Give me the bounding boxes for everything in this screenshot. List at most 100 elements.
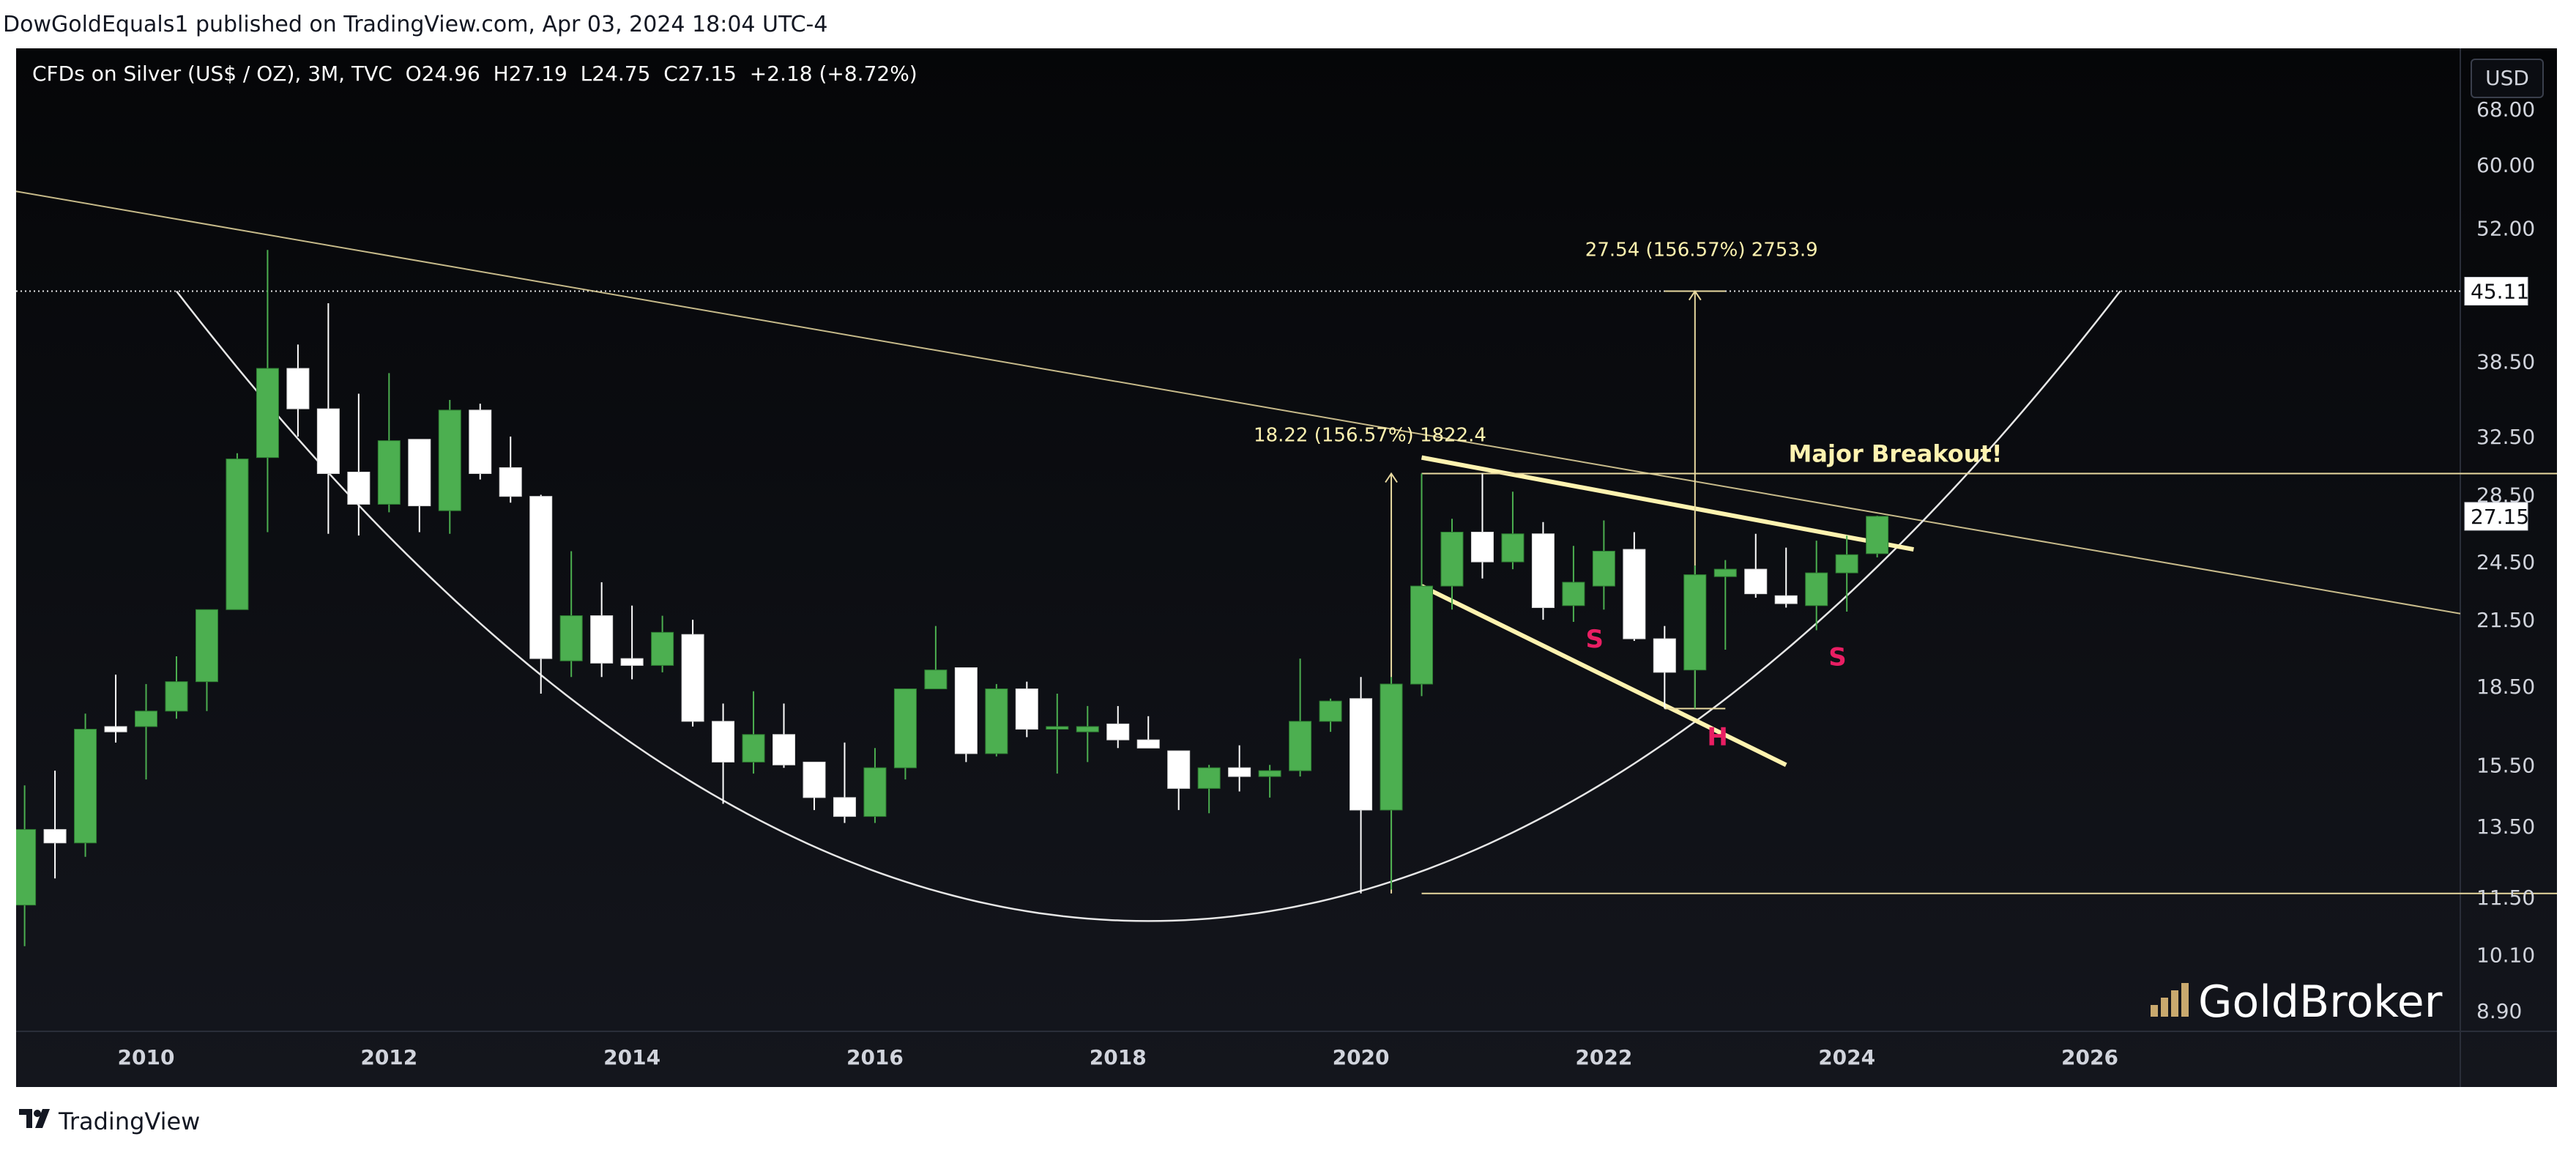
candle-body <box>226 459 249 610</box>
y-tick-label: 8.90 <box>2476 999 2522 1023</box>
candle-body <box>1683 574 1707 671</box>
y-tick-label: 21.50 <box>2476 608 2535 632</box>
goldbroker-bar-icon <box>2171 990 2178 1017</box>
candle-8 <box>256 250 279 533</box>
candle-61 <box>1866 516 1889 557</box>
candle-29 <box>893 688 917 780</box>
y-tick-label: 10.10 <box>2476 943 2535 968</box>
candle-46 <box>1410 473 1434 697</box>
candle-11 <box>347 393 371 536</box>
candle-48 <box>1470 473 1494 579</box>
candle-30 <box>924 626 948 689</box>
candle-body <box>256 368 279 459</box>
candle-37 <box>1136 716 1160 749</box>
right-shoulder-label: S <box>1828 642 1847 672</box>
candle-body <box>1197 767 1221 789</box>
candle-57 <box>1744 533 1768 598</box>
candle-54 <box>1653 626 1676 709</box>
candle-43 <box>1319 698 1342 732</box>
candle-5 <box>165 656 188 719</box>
y-tick-label: 52.00 <box>2476 216 2535 240</box>
chart-area[interactable]: 68.00 60.00 52.00 45.11 38.50 32.50 28.50 27.15… <box>16 48 2557 1087</box>
measure-right-label: 27.54 (156.57%) 2753.9 <box>1585 240 1818 261</box>
candle-body <box>1228 767 1251 777</box>
candle-22 <box>681 620 704 727</box>
candle-55 <box>1683 565 1707 709</box>
head-label: H <box>1707 723 1727 752</box>
legend-low: L24.75 <box>580 62 651 86</box>
candle-35 <box>1076 705 1099 763</box>
candle-body <box>924 669 948 689</box>
x-tick-label: 2026 <box>2061 1045 2118 1069</box>
cup-arc <box>176 290 2121 922</box>
candle-17 <box>529 494 553 694</box>
candle-body <box>1289 721 1312 771</box>
candle-body <box>803 761 826 798</box>
long-term-trendline <box>16 190 2461 615</box>
major-breakout-label: Major Breakout! <box>1789 440 2003 468</box>
candle-36 <box>1106 705 1130 749</box>
reference-price-label: 45.11 <box>2471 280 2529 304</box>
candle-body <box>1046 726 1069 730</box>
candle-body <box>286 368 310 409</box>
candle-16 <box>499 437 522 503</box>
candle-6 <box>195 609 218 711</box>
candle-13 <box>408 439 431 533</box>
reference-price-box <box>2464 277 2528 306</box>
last-price-label: 27.15 <box>2471 505 2529 529</box>
x-tick-label: 2010 <box>118 1045 175 1069</box>
candle-body <box>316 408 340 475</box>
candle-body <box>469 409 492 475</box>
symbol-legend: CFDs on Silver (US$ / OZ), 3M, TVC O24.9… <box>32 62 917 86</box>
y-tick-label: 68.00 <box>2476 97 2535 122</box>
candle-59 <box>1805 541 1828 631</box>
legend-high: H27.19 <box>493 62 567 86</box>
candle-body <box>773 734 796 765</box>
candle-body <box>74 729 97 844</box>
currency-button[interactable]: USD <box>2471 59 2544 98</box>
y-tick-label: 60.00 <box>2476 153 2535 177</box>
candle-39 <box>1197 765 1221 814</box>
candle-body <box>408 439 431 507</box>
candle-body <box>681 634 704 722</box>
candle-body <box>1350 698 1373 811</box>
candle-49 <box>1501 491 1525 570</box>
candle-9 <box>286 344 310 437</box>
candle-body <box>438 409 461 511</box>
header-bar: DowGoldEquals1 published on TradingView.… <box>0 0 2576 48</box>
wedge-lower-line <box>1421 584 1787 767</box>
candle-4 <box>135 683 158 780</box>
candle-23 <box>712 703 735 804</box>
candle-56 <box>1713 560 1737 650</box>
chart-svg[interactable]: 68.0060.0052.0045.1138.5032.5028.5027.15… <box>16 48 2557 1087</box>
candle-body <box>195 609 218 683</box>
candle-body <box>620 658 644 666</box>
candle-body <box>1866 516 1889 554</box>
candle-body <box>559 615 583 661</box>
candle-body <box>742 734 765 763</box>
candle-47 <box>1440 519 1464 610</box>
candle-40 <box>1228 745 1251 792</box>
candle-15 <box>469 404 492 480</box>
candle-body <box>1076 726 1099 732</box>
y-tick-label: 15.50 <box>2476 753 2535 777</box>
x-tick-label: 2022 <box>1575 1045 1632 1069</box>
candle-19 <box>590 582 614 678</box>
candle-body <box>135 711 158 727</box>
candle-7 <box>226 453 249 610</box>
candle-body <box>833 797 856 817</box>
candle-body <box>1410 585 1434 685</box>
y-tick-label: 24.50 <box>2476 550 2535 574</box>
tradingview-logo-icon <box>19 1109 50 1128</box>
measure-left-label: 18.22 (156.57%) 1822.4 <box>1254 425 1486 447</box>
candle-50 <box>1531 522 1555 620</box>
legend-change: +2.18 (+8.72%) <box>749 62 917 86</box>
x-tick-label: 2020 <box>1333 1045 1390 1069</box>
candle-1 <box>43 771 67 879</box>
candle-41 <box>1258 765 1281 798</box>
candle-body <box>954 667 978 754</box>
legend-symbol: CFDs on Silver (US$ / OZ), 3M, TVC <box>32 62 392 86</box>
candle-21 <box>651 615 674 672</box>
candle-body <box>377 440 401 505</box>
candle-3 <box>104 675 127 743</box>
